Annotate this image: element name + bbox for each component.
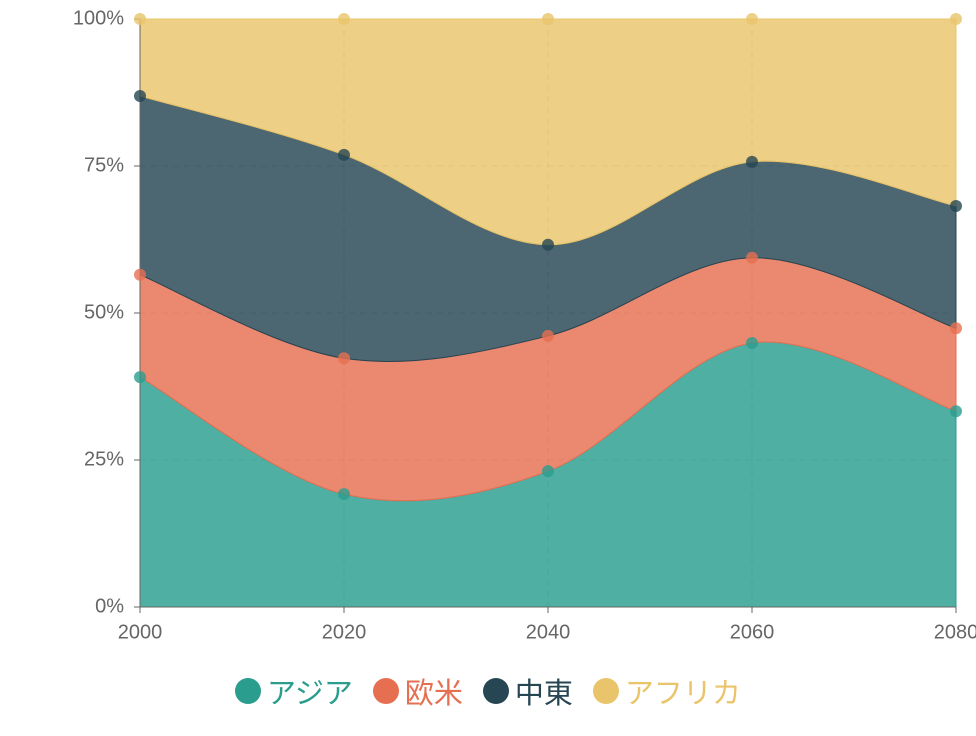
point <box>950 13 962 25</box>
axes: 0% 25% 50% 75% 100% 2000 2020 2040 2060 2080 <box>73 7 976 643</box>
legend: アジア 欧米 中東 アフリカ <box>0 666 976 716</box>
legend-swatch <box>592 678 619 704</box>
legend-swatch <box>482 678 509 704</box>
point <box>950 405 962 418</box>
point <box>746 155 758 168</box>
legend-label: 中東 <box>514 676 573 710</box>
point <box>134 268 146 281</box>
legend-label: アフリカ <box>624 676 741 710</box>
point <box>542 329 554 342</box>
x-tick-label: 2060 <box>730 621 775 643</box>
point <box>338 13 350 25</box>
legend-item[interactable]: アフリカ <box>592 670 741 712</box>
point <box>542 13 554 25</box>
point <box>950 322 962 335</box>
legend-item[interactable]: 欧米 <box>372 670 463 712</box>
legend-label: アジア <box>267 676 353 710</box>
point <box>134 13 146 25</box>
y-tick-label: 100% <box>73 7 124 29</box>
y-tick-label: 0% <box>95 595 124 617</box>
x-tick-label: 2040 <box>526 621 571 643</box>
point <box>338 148 350 161</box>
point <box>746 336 758 349</box>
legend-item[interactable]: アジア <box>235 670 353 712</box>
legend-item[interactable]: 中東 <box>482 670 573 712</box>
y-tick-label: 50% <box>84 301 124 323</box>
x-tick-label: 2000 <box>118 621 163 643</box>
x-tick-label: 2080 <box>934 621 976 643</box>
y-tick-label: 75% <box>84 154 124 176</box>
point <box>338 352 350 365</box>
y-tick-label: 25% <box>84 448 124 470</box>
legend-swatch <box>372 678 399 704</box>
point <box>746 251 758 264</box>
legend-label: 欧米 <box>404 676 463 710</box>
point <box>746 13 758 25</box>
x-tick-label: 2020 <box>322 621 367 643</box>
point <box>134 90 146 103</box>
point <box>134 371 146 384</box>
points <box>134 13 962 501</box>
point <box>338 488 350 501</box>
point <box>542 465 554 478</box>
point <box>542 238 554 251</box>
areas <box>139 18 957 608</box>
point <box>950 199 962 212</box>
legend-swatch <box>235 678 262 704</box>
